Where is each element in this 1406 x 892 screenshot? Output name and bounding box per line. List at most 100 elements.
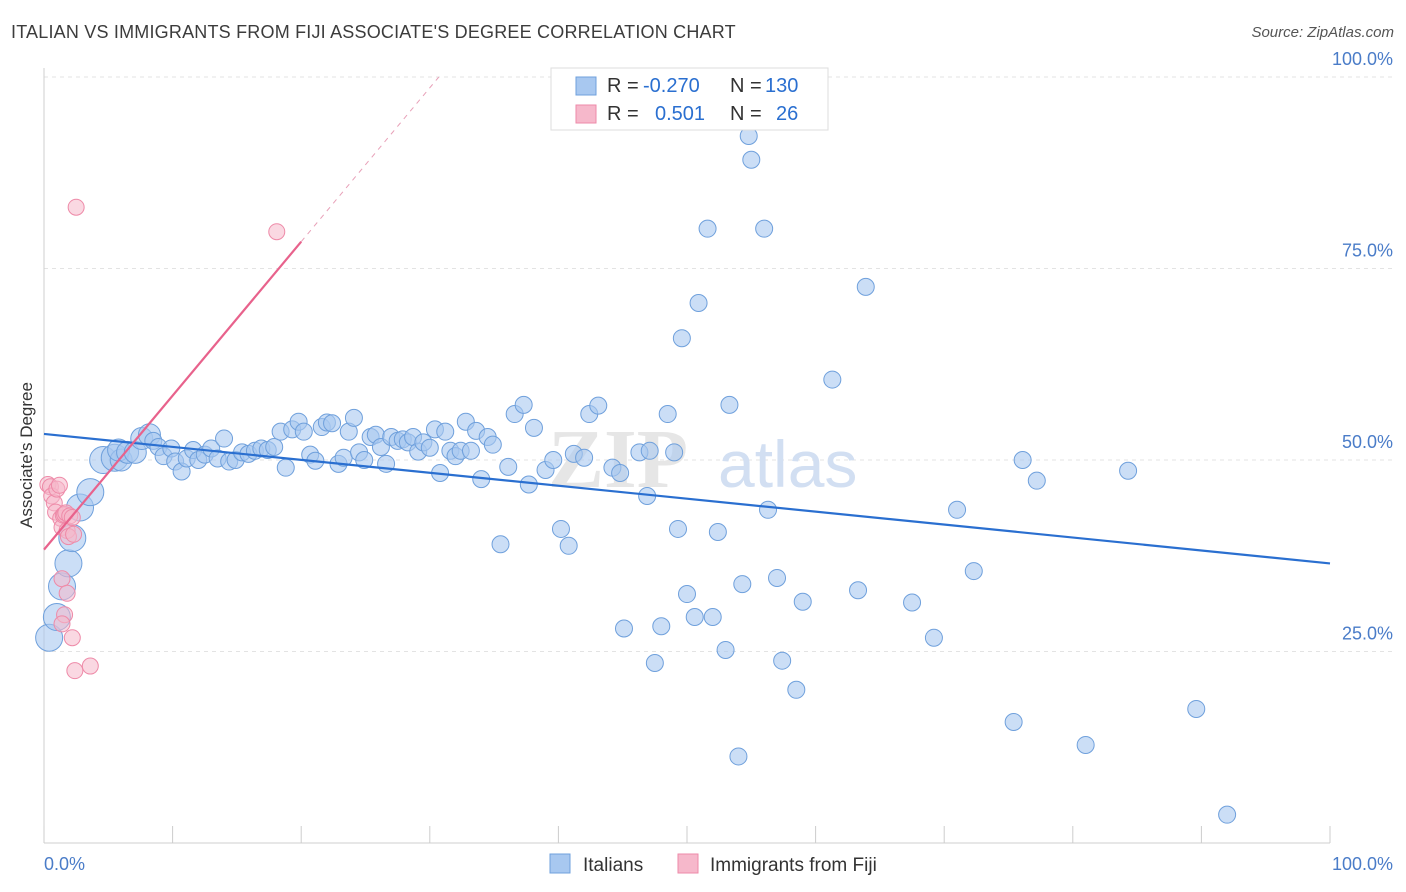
italians-point-84 xyxy=(551,519,570,538)
italians-point-45 xyxy=(323,414,342,433)
fiji-point-18 xyxy=(58,584,76,602)
legend-top-box xyxy=(550,67,829,131)
italians-point-79 xyxy=(514,395,533,414)
italians-point-76 xyxy=(499,457,518,476)
italians-point-110 xyxy=(729,747,748,766)
italians-point-81 xyxy=(524,418,543,437)
italians-point-71 xyxy=(461,441,480,460)
legend-swatch-fiji xyxy=(575,104,597,124)
y-tick-label-1: 50.0% xyxy=(1342,432,1393,452)
y-axis-label: Associate's Degree xyxy=(17,382,36,528)
italians-point-123 xyxy=(903,593,922,612)
italians-point-129 xyxy=(1027,471,1046,490)
x-tick-label-1: 100.0% xyxy=(1332,854,1393,874)
y-tick-label-2: 75.0% xyxy=(1342,241,1393,261)
italians-point-91 xyxy=(611,464,630,483)
italians-trend-line xyxy=(43,432,1331,565)
fiji-point-22 xyxy=(66,662,84,680)
watermark-atlas: atlas xyxy=(718,427,857,501)
italians-point-66 xyxy=(436,422,455,441)
fiji-point-16 xyxy=(65,525,83,543)
italians-point-120 xyxy=(823,370,842,389)
fiji-points xyxy=(39,198,286,680)
fiji-point-23 xyxy=(81,657,99,675)
fiji-point-20 xyxy=(53,615,71,633)
italians-point-96 xyxy=(645,653,664,672)
legend-n-label-fiji: N = xyxy=(730,103,762,125)
legend-top: R = -0.270 N = 130 R = 0.501 N = 26 xyxy=(550,67,829,131)
italians-point-100 xyxy=(668,519,687,538)
italians-point-131 xyxy=(1119,461,1138,480)
fiji-point-6 xyxy=(50,476,68,494)
italians-point-111 xyxy=(733,575,752,594)
italians-point-87 xyxy=(575,448,594,467)
italians-point-75 xyxy=(483,435,502,454)
watermark: ZIP atlas xyxy=(548,413,857,506)
italians-point-80 xyxy=(519,475,538,494)
legend-bottom-fiji: Immigrants from Fiji xyxy=(710,855,877,876)
italians-point-97 xyxy=(652,617,671,636)
legend-bottom-italians: Italians xyxy=(583,855,643,876)
italians-point-133 xyxy=(1218,805,1237,824)
legend-r-label-fiji: R = xyxy=(607,103,639,125)
italians-point-49 xyxy=(344,408,363,427)
y-tick-label-3: 100.0% xyxy=(1332,49,1393,69)
legend-r-label-italians: R = xyxy=(607,75,639,97)
legend-r-value-italians: -0.270 xyxy=(643,75,700,97)
italians-point-40 xyxy=(294,422,313,441)
legend-swatch-italians xyxy=(575,76,597,96)
italians-point-63 xyxy=(420,438,439,457)
italians-point-115 xyxy=(759,500,778,519)
fiji-trend-line xyxy=(43,240,303,551)
italians-point-130 xyxy=(1076,735,1095,754)
italians-point-104 xyxy=(689,293,708,312)
italians-point-98 xyxy=(658,405,677,424)
chart-title: ITALIAN VS IMMIGRANTS FROM FIJI ASSOCIAT… xyxy=(11,22,736,42)
fiji-point-25 xyxy=(268,223,286,241)
x-tick-label-0: 0.0% xyxy=(44,854,85,874)
italians-point-124 xyxy=(924,628,943,647)
italians-point-92 xyxy=(614,619,633,638)
italians-point-35 xyxy=(265,437,284,456)
italians-point-119 xyxy=(793,592,812,611)
legend-bottom-swatch-fiji xyxy=(677,853,699,874)
italians-point-83 xyxy=(544,451,563,469)
italians-point-51 xyxy=(355,451,374,469)
italians-point-127 xyxy=(1004,712,1023,731)
italians-point-27 xyxy=(215,429,234,448)
source-label: Source: ZipAtlas.com xyxy=(1251,24,1394,41)
fiji-point-21 xyxy=(63,629,81,647)
gridlines xyxy=(44,76,1392,652)
fiji-point-24 xyxy=(67,198,85,216)
italians-point-122 xyxy=(856,277,875,296)
italians-point-128 xyxy=(1013,451,1032,469)
legend-n-value-italians: 130 xyxy=(765,75,798,97)
fiji-point-17 xyxy=(53,570,71,588)
x-tick-labels: 0.0% 100.0% xyxy=(44,854,1393,874)
trend-lines xyxy=(43,76,1331,565)
y-tick-label-0: 25.0% xyxy=(1342,624,1393,644)
italians-point-37 xyxy=(276,458,295,477)
fiji-trend-extension xyxy=(300,76,440,243)
italians-point-116 xyxy=(768,568,787,587)
legend-bottom: Italians Immigrants from Fiji xyxy=(549,853,877,876)
italians-point-121 xyxy=(849,581,868,600)
italians-point-118 xyxy=(787,680,806,699)
italians-point-108 xyxy=(716,640,735,659)
italians-point-132 xyxy=(1187,699,1206,718)
italians-point-106 xyxy=(703,608,722,627)
italians-point-114 xyxy=(755,219,774,238)
italians-point-105 xyxy=(698,219,717,238)
italians-point-89 xyxy=(589,396,608,415)
italians-point-126 xyxy=(964,562,983,581)
italians-point-102 xyxy=(678,585,696,604)
italians-point-117 xyxy=(773,651,792,670)
italians-point-99 xyxy=(665,443,684,462)
x-ticks xyxy=(43,826,1331,843)
italians-point-95 xyxy=(640,441,659,460)
legend-bottom-swatch-italians xyxy=(549,853,571,874)
y-tick-labels: 25.0% 50.0% 75.0% 100.0% xyxy=(1332,49,1393,644)
italians-point-113 xyxy=(742,150,761,169)
italians-point-101 xyxy=(672,329,691,348)
